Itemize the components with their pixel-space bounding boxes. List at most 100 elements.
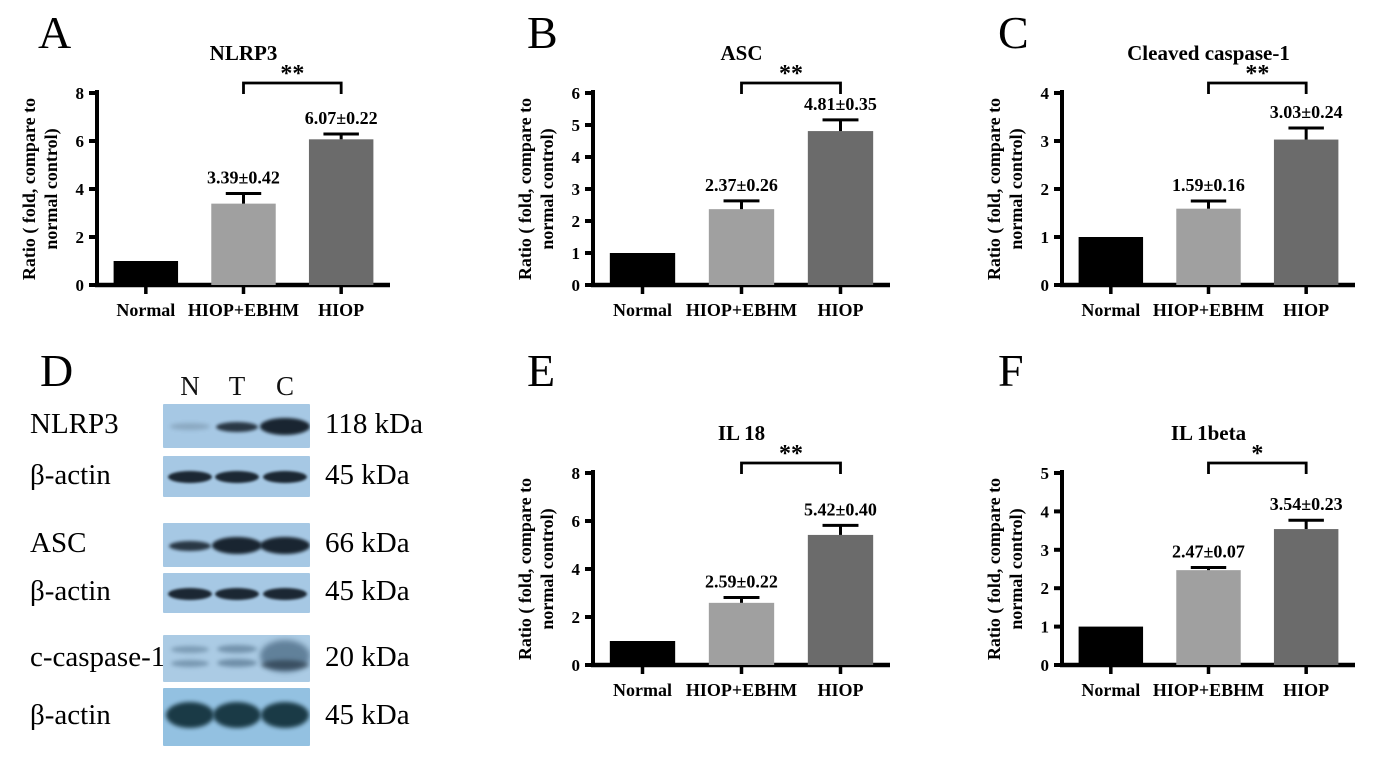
significance-label: **: [1245, 61, 1269, 87]
significance-bracket: [1207, 81, 1308, 94]
blot-kda-label: 45 kDa: [325, 575, 410, 607]
y-tick-label: 5: [572, 116, 581, 135]
y-tick-label: 5: [1041, 464, 1050, 483]
chart-title: NLRP3: [210, 41, 278, 65]
bar: [708, 602, 775, 665]
bar: [1078, 237, 1144, 285]
chart-title: IL 18: [718, 421, 765, 445]
x-category-label: Normal: [613, 680, 672, 700]
blot-band: [168, 471, 212, 484]
y-tick-label: 2: [572, 212, 581, 231]
significance-bracket: [242, 81, 343, 94]
chart-title: IL 1beta: [1171, 421, 1247, 445]
x-category-label: HIOP+EBHM: [686, 300, 797, 320]
bar: [807, 534, 874, 665]
blot-strip: [163, 404, 310, 448]
x-category-label: HIOP+EBHM: [686, 680, 797, 700]
blot-strip: [163, 635, 310, 682]
y-tick-label: 3: [1041, 132, 1050, 151]
x-category-label: HIOP+EBHM: [1153, 300, 1264, 320]
blot-band: [171, 659, 209, 667]
blot-lane-label: T: [228, 371, 246, 401]
blot-strip: [163, 523, 310, 567]
bar-value-label: 3.03±0.24: [1270, 102, 1343, 122]
bar: [1273, 529, 1339, 665]
y-tick-label: 2: [1041, 180, 1050, 199]
significance-bracket: [740, 81, 842, 94]
blot-band: [260, 536, 310, 554]
y-axis-label-line1: Ratio ( fold, compare to: [984, 478, 1005, 660]
y-tick-label: 0: [572, 656, 581, 675]
y-tick-label: 8: [76, 84, 85, 103]
blot-strip: [163, 688, 310, 746]
y-tick-label: 0: [572, 276, 581, 295]
blot-kda-label: 66 kDa: [325, 527, 410, 559]
blot-band: [169, 540, 211, 551]
bar: [113, 261, 179, 285]
panel-letter-e: E: [527, 345, 556, 396]
x-category-label: Normal: [1081, 300, 1140, 320]
blot-band: [263, 587, 307, 600]
x-category-label: Normal: [613, 300, 672, 320]
blot-protein-label: NLRP3: [30, 408, 119, 440]
y-tick-label: 2: [1041, 579, 1050, 598]
blot-band: [166, 701, 214, 728]
blot-kda-label: 118 kDa: [325, 408, 423, 440]
blot-protein-label: ASC: [30, 527, 87, 559]
y-axis-label-line1: Ratio ( fold, compare to: [515, 478, 536, 660]
chart-title: Cleaved caspase-1: [1127, 41, 1290, 65]
significance-label: **: [280, 61, 304, 87]
blot-kda-label: 45 kDa: [325, 458, 410, 491]
y-tick-label: 4: [572, 148, 581, 167]
bar-value-label: 3.39±0.42: [207, 168, 280, 188]
bar-chart-asc: ASC 0 1 2 3 4 5 6 Ratio ( fold, compare to normal…: [515, 41, 890, 320]
blot-band: [217, 645, 257, 654]
panel-letter-b: B: [527, 7, 558, 58]
y-tick-label: 0: [1041, 276, 1050, 295]
x-category-label: Normal: [116, 300, 175, 320]
blot-kda-label: 20 kDa: [325, 640, 410, 673]
blot-lane-label: C: [275, 371, 294, 401]
bar-value-label: 3.54±0.23: [1270, 494, 1343, 514]
y-tick-label: 4: [572, 560, 581, 579]
blot-band: [263, 471, 307, 484]
bar: [211, 203, 276, 285]
x-category-label: HIOP+EBHM: [188, 300, 299, 320]
x-category-label: HIOP: [318, 300, 364, 320]
blot-band: [217, 659, 257, 668]
y-axis-label-line1: Ratio ( fold, compare to: [19, 98, 40, 280]
blot-protein-label: β-actin: [30, 575, 111, 607]
y-tick-label: 0: [1041, 656, 1050, 675]
blot-band: [261, 660, 309, 671]
blot-band: [260, 417, 310, 435]
x-category-label: HIOP: [1283, 680, 1329, 700]
blot-band: [168, 587, 212, 600]
blot-band: [170, 423, 210, 431]
y-tick-label: 6: [76, 132, 85, 151]
blot-protein-label: β-actin: [30, 699, 111, 731]
x-category-label: Normal: [1081, 680, 1140, 700]
y-tick-label: 6: [572, 512, 581, 531]
bar-value-label: 2.47±0.07: [1172, 541, 1245, 561]
blot-protein-label: c-caspase-1: [30, 640, 166, 673]
bar-value-label: 5.42±0.40: [804, 499, 877, 519]
bar-value-label: 2.37±0.26: [705, 175, 778, 195]
bar-value-label: 6.07±0.22: [305, 108, 378, 128]
bar-value-label: 2.59±0.22: [705, 572, 778, 592]
blot-band: [216, 421, 258, 432]
panel-letter-f: F: [998, 345, 1024, 396]
x-category-label: HIOP: [817, 680, 863, 700]
panel-letter-a: A: [38, 7, 72, 58]
y-tick-label: 3: [1041, 541, 1050, 560]
significance-label: **: [779, 441, 803, 467]
bar: [609, 253, 676, 285]
bar-value-label: 1.59±0.16: [1172, 175, 1245, 195]
panel-letter-c: C: [998, 7, 1029, 58]
bar-chart-cleaved-caspase1: Cleaved caspase-1 0 1 2 3 4 Ratio ( fold, comp…: [984, 41, 1355, 320]
y-tick-label: 3: [572, 180, 581, 199]
blot-band: [213, 701, 261, 728]
blot-strip: [163, 573, 310, 613]
blot-band: [261, 701, 309, 728]
bar-value-label: 4.81±0.35: [804, 94, 877, 114]
